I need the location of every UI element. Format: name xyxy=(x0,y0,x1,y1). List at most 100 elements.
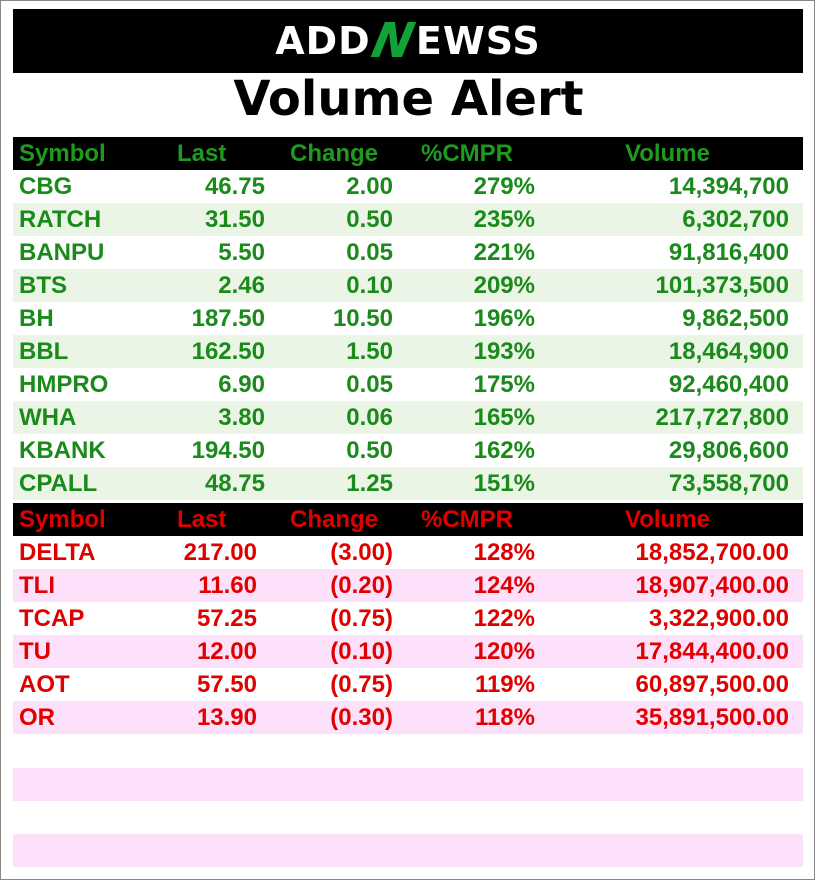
empty-row xyxy=(13,834,803,867)
cell-cmpr: 151% xyxy=(473,470,535,497)
logo-text-mid: N xyxy=(366,13,420,69)
cell-cmpr: 119% xyxy=(474,671,535,698)
cell-cmpr: 175% xyxy=(473,371,535,398)
cell-last: 13.90 xyxy=(196,704,257,731)
cell-volume: 18,852,700.00 xyxy=(635,539,789,566)
cell-change: (0.75) xyxy=(330,605,393,632)
table-row: BBL 162.50 1.50 193% 18,464,900 xyxy=(13,335,803,368)
empty-row xyxy=(13,735,803,768)
cell-change: 0.50 xyxy=(346,437,393,464)
cell-volume: 9,862,500 xyxy=(682,305,789,332)
cell-volume: 73,558,700 xyxy=(668,470,789,497)
cell-last: 162.50 xyxy=(191,338,265,365)
cell-change: 0.10 xyxy=(346,272,393,299)
cell-volume: 6,302,700 xyxy=(682,206,789,233)
table-row: BANPU 5.50 0.05 221% 91,816,400 xyxy=(13,236,803,269)
cell-last: 187.50 xyxy=(191,305,265,332)
cell-change: (0.75) xyxy=(330,671,393,698)
cell-change: 0.06 xyxy=(346,404,393,431)
empty-row xyxy=(13,768,803,801)
logo-text-left: ADD xyxy=(275,19,371,63)
table-row: CPALL 48.75 1.25 151% 73,558,700 xyxy=(13,467,803,500)
table-row: BH 187.50 10.50 196% 9,862,500 xyxy=(13,302,803,335)
cell-last: 31.50 xyxy=(204,206,265,233)
gainers-header-row: Symbol Last Change %CMPR Volume xyxy=(13,137,803,170)
cell-change: 1.50 xyxy=(346,338,393,365)
cell-volume: 91,816,400 xyxy=(668,239,789,266)
cell-volume: 35,891,500.00 xyxy=(635,704,789,731)
header-volume: Volume xyxy=(625,506,710,533)
brand-logo: ADD N EWSS xyxy=(275,13,541,69)
cell-last: 48.75 xyxy=(204,470,265,497)
cell-last: 46.75 xyxy=(204,173,265,200)
cell-symbol: BH xyxy=(19,305,54,332)
header-change: Change xyxy=(290,140,379,167)
cell-change: (0.30) xyxy=(330,704,393,731)
cell-cmpr: 128% xyxy=(473,539,535,566)
cell-symbol: WHA xyxy=(19,404,77,431)
losers-header-row: Symbol Last Change %CMPR Volume xyxy=(13,503,803,536)
header-last: Last xyxy=(177,140,227,167)
header-change: Change xyxy=(290,506,379,533)
table-row: TU 12.00 (0.10) 120% 17,844,400.00 xyxy=(13,635,803,668)
empty-row xyxy=(13,801,803,834)
table-row: TLI 11.60 (0.20) 124% 18,907,400.00 xyxy=(13,569,803,602)
cell-symbol: BANPU xyxy=(19,239,105,266)
cell-volume: 217,727,800 xyxy=(655,404,789,431)
cell-cmpr: 193% xyxy=(473,338,535,365)
cell-last: 194.50 xyxy=(191,437,265,464)
cell-volume: 17,844,400.00 xyxy=(635,638,789,665)
cell-cmpr: 235% xyxy=(473,206,535,233)
header-symbol: Symbol xyxy=(19,140,106,167)
cell-symbol: TLI xyxy=(19,572,55,599)
cell-volume: 14,394,700 xyxy=(668,173,789,200)
cell-change: 2.00 xyxy=(346,173,393,200)
cell-cmpr: 196% xyxy=(473,305,535,332)
cell-change: 1.25 xyxy=(346,470,393,497)
header-last: Last xyxy=(177,506,227,533)
table-row: CBG 46.75 2.00 279% 14,394,700 xyxy=(13,170,803,203)
page-title: Volume Alert xyxy=(233,71,584,127)
cell-last: 6.90 xyxy=(218,371,265,398)
table-row: TCAP 57.25 (0.75) 122% 3,322,900.00 xyxy=(13,602,803,635)
cell-volume: 18,464,900 xyxy=(668,338,789,365)
cell-last: 57.50 xyxy=(196,671,257,698)
cell-volume: 18,907,400.00 xyxy=(635,572,789,599)
cell-change: (0.10) xyxy=(330,638,393,665)
cell-change: (3.00) xyxy=(330,539,393,566)
cell-last: 5.50 xyxy=(218,239,265,266)
cell-cmpr: 221% xyxy=(473,239,535,266)
brand-banner: ADD N EWSS xyxy=(13,9,803,73)
table-row: RATCH 31.50 0.50 235% 6,302,700 xyxy=(13,203,803,236)
cell-symbol: BBL xyxy=(19,338,69,365)
cell-cmpr: 122% xyxy=(473,605,535,632)
cell-symbol: RATCH xyxy=(19,206,102,233)
losers-table: Symbol Last Change %CMPR Volume DELTA 217… xyxy=(13,503,803,734)
cell-last: 2.46 xyxy=(218,272,265,299)
cell-symbol: TU xyxy=(19,638,51,665)
cell-volume: 3,322,900.00 xyxy=(648,605,789,632)
table-row: OR 13.90 (0.30) 118% 35,891,500.00 xyxy=(13,701,803,734)
cell-symbol: OR xyxy=(19,704,55,731)
cell-change: 0.50 xyxy=(346,206,393,233)
cell-cmpr: 209% xyxy=(473,272,535,299)
cell-cmpr: 162% xyxy=(473,437,535,464)
table-row: BTS 2.46 0.10 209% 101,373,500 xyxy=(13,269,803,302)
cell-change: 10.50 xyxy=(332,305,393,332)
cell-last: 12.00 xyxy=(196,638,257,665)
cell-symbol: BTS xyxy=(19,272,67,299)
cell-last: 3.80 xyxy=(218,404,265,431)
cell-volume: 101,373,500 xyxy=(655,272,789,299)
logo-text-right: EWSS xyxy=(415,19,541,63)
cell-symbol: CBG xyxy=(19,173,73,200)
table-row: DELTA 217.00 (3.00) 128% 18,852,700.00 xyxy=(13,536,803,569)
table-row: AOT 57.50 (0.75) 119% 60,897,500.00 xyxy=(13,668,803,701)
cell-symbol: AOT xyxy=(19,671,70,698)
cell-cmpr: 124% xyxy=(473,572,535,599)
table-row: WHA 3.80 0.06 165% 217,727,800 xyxy=(13,401,803,434)
table-row: HMPRO 6.90 0.05 175% 92,460,400 xyxy=(13,368,803,401)
cell-volume: 29,806,600 xyxy=(668,437,789,464)
cell-change: 0.05 xyxy=(346,371,393,398)
cell-symbol: KBANK xyxy=(19,437,106,464)
